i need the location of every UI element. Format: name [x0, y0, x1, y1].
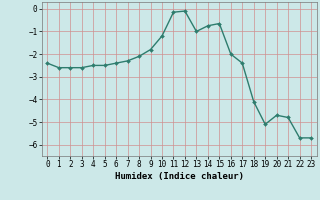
X-axis label: Humidex (Indice chaleur): Humidex (Indice chaleur) — [115, 172, 244, 181]
